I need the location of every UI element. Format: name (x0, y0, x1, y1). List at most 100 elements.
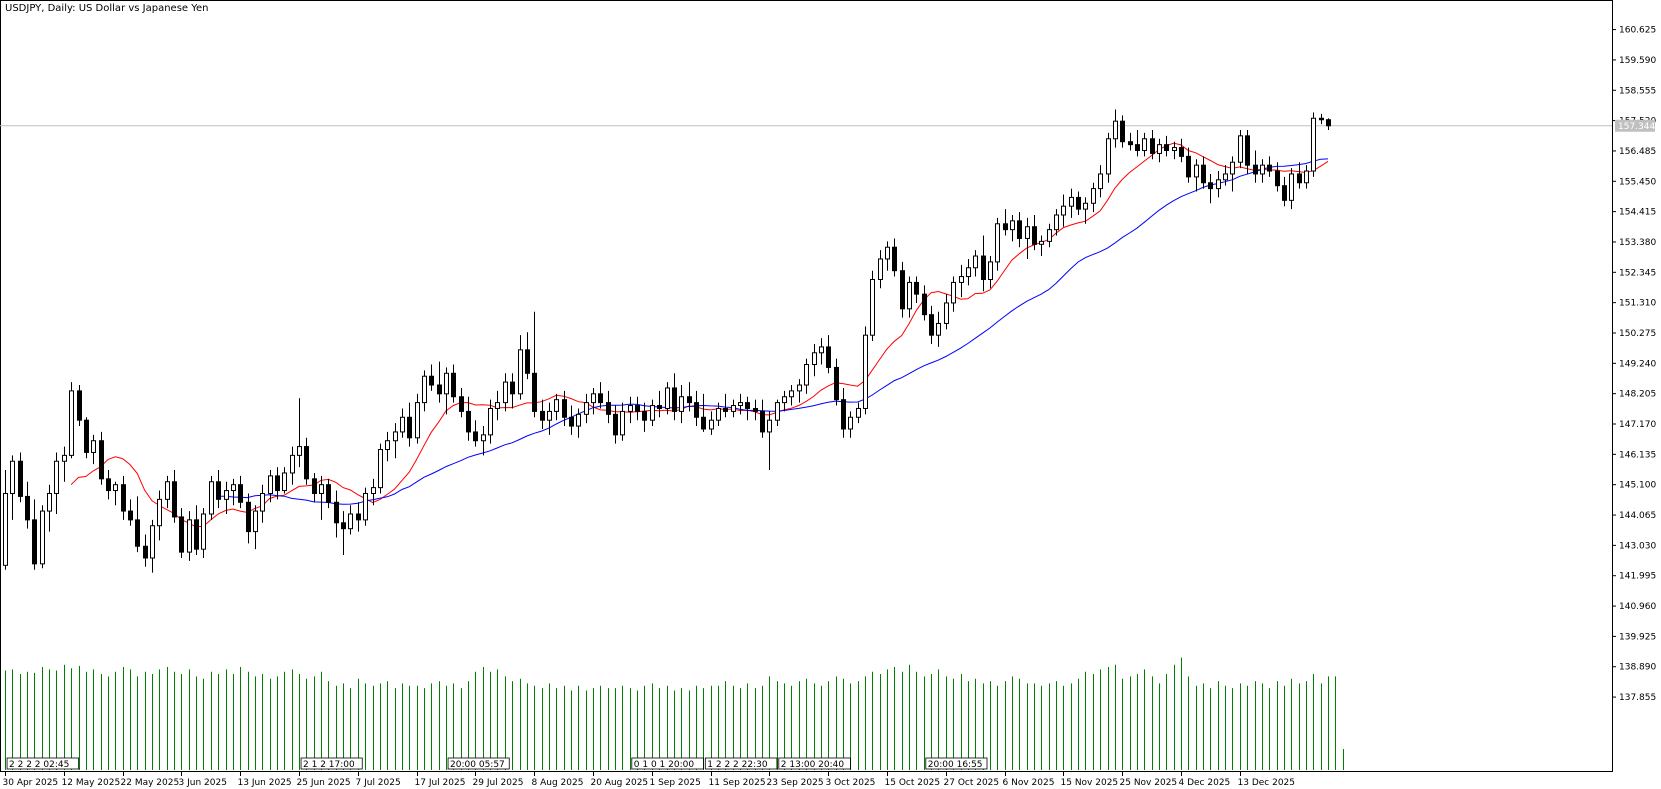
time-axis[interactable]: 30 Apr 2025 12 May 2025 22 May 2025 3 Jun 2… (0, 771, 1612, 789)
time-tick-label: 22 May 2025 (121, 778, 180, 788)
session-label-box (300, 757, 363, 770)
candle (1150, 129, 1155, 160)
current-price-tag (1615, 119, 1655, 132)
candle-body (1304, 170, 1309, 184)
candle (1098, 165, 1103, 198)
candle-body (1061, 205, 1066, 216)
price-tick-label: 147.170 (1619, 420, 1656, 430)
candle-body (716, 407, 721, 421)
candle-body (657, 405, 662, 409)
candle-body (400, 416, 405, 433)
candle (650, 399, 655, 427)
price-tick-label: 160.625 (1619, 26, 1656, 36)
candle-body (326, 484, 331, 503)
candle (995, 217, 1000, 271)
time-tick-label: 20 Aug 2025 (591, 778, 649, 788)
candle-body (282, 472, 287, 492)
candle-body (870, 278, 875, 336)
time-tick-label: 8 Aug 2025 (532, 778, 584, 788)
candle-body (201, 513, 206, 550)
candle (1128, 132, 1133, 151)
candle (231, 478, 236, 506)
candles (3, 109, 1331, 573)
candle (973, 250, 978, 277)
candle (25, 481, 30, 529)
candle-body (99, 440, 104, 480)
time-tick-label: 13 Jun 2025 (238, 778, 292, 788)
candle (113, 481, 118, 506)
candle (128, 499, 133, 526)
candle (238, 475, 243, 509)
candle-body (1128, 141, 1133, 146)
candle-body (1275, 170, 1280, 187)
candle-body (1113, 120, 1118, 140)
session-label: 20:00 16:55 (925, 757, 988, 770)
candle (290, 446, 295, 485)
candle-body (128, 510, 133, 521)
candle (348, 505, 353, 535)
candle (1186, 147, 1191, 183)
session-label-text: 20:00 16:55 (928, 760, 983, 770)
candle-body (1106, 138, 1111, 175)
session-label: 20:00 05:57 (447, 757, 510, 770)
candle-body (1150, 138, 1155, 154)
candle-body (1326, 119, 1331, 127)
time-tick-label: 15 Oct 2025 (885, 778, 941, 788)
candle-body (150, 525, 155, 559)
candle (738, 393, 743, 415)
candle (892, 238, 897, 277)
candle (767, 411, 772, 471)
candle (253, 505, 258, 550)
candle-body (172, 481, 177, 518)
price-tick-label: 144.065 (1619, 511, 1656, 521)
candle (1135, 129, 1140, 157)
price-tick-label: 153.380 (1619, 238, 1656, 248)
candle (84, 417, 89, 459)
candle (518, 335, 523, 400)
candle-body (1267, 164, 1272, 172)
candle (179, 508, 184, 558)
candle-body (1201, 164, 1206, 184)
candle (422, 370, 427, 412)
candle (576, 408, 581, 438)
candle-body (3, 492, 8, 566)
candle-body (1039, 240, 1044, 245)
candle (437, 361, 442, 403)
price-axis[interactable]: 160.625159.590158.555157.520156.485155.4… (1612, 26, 1656, 703)
candle-body (1098, 173, 1103, 190)
session-label-box (447, 757, 510, 770)
candle-body (1091, 188, 1096, 204)
candle-body (1319, 117, 1324, 121)
candle-body (951, 281, 956, 304)
price-tick-label: 155.450 (1619, 177, 1656, 187)
candle-body (385, 440, 390, 451)
candle (1245, 129, 1250, 174)
candle (135, 496, 140, 553)
candle (18, 452, 23, 503)
candle (1238, 129, 1243, 169)
price-tick-label: 148.205 (1619, 390, 1656, 400)
time-tick-label: 1 Sep 2025 (650, 778, 701, 788)
candle-body (532, 372, 537, 412)
candle (547, 402, 552, 435)
current-price-label: 157.344 (1618, 122, 1655, 132)
candle (91, 434, 96, 465)
chart-title: USDJPY, Daily: US Dollar vs Japanese Yen (5, 3, 209, 14)
session-label-text: 2 1 2 17:00 (303, 760, 355, 770)
price-tick-label: 138.890 (1619, 663, 1656, 673)
candle (1120, 115, 1125, 148)
time-tick-label: 27 Oct 2025 (944, 778, 1000, 788)
candle-body (62, 454, 67, 462)
candle-body (495, 402, 500, 409)
candle (878, 250, 883, 289)
candle (1076, 191, 1081, 215)
candle-body (701, 416, 706, 430)
candle (1069, 188, 1074, 218)
candle (1010, 214, 1015, 242)
candle (121, 475, 126, 520)
candle-body (1003, 223, 1008, 231)
candle (554, 393, 559, 421)
candle (172, 470, 177, 523)
candle (665, 382, 670, 415)
